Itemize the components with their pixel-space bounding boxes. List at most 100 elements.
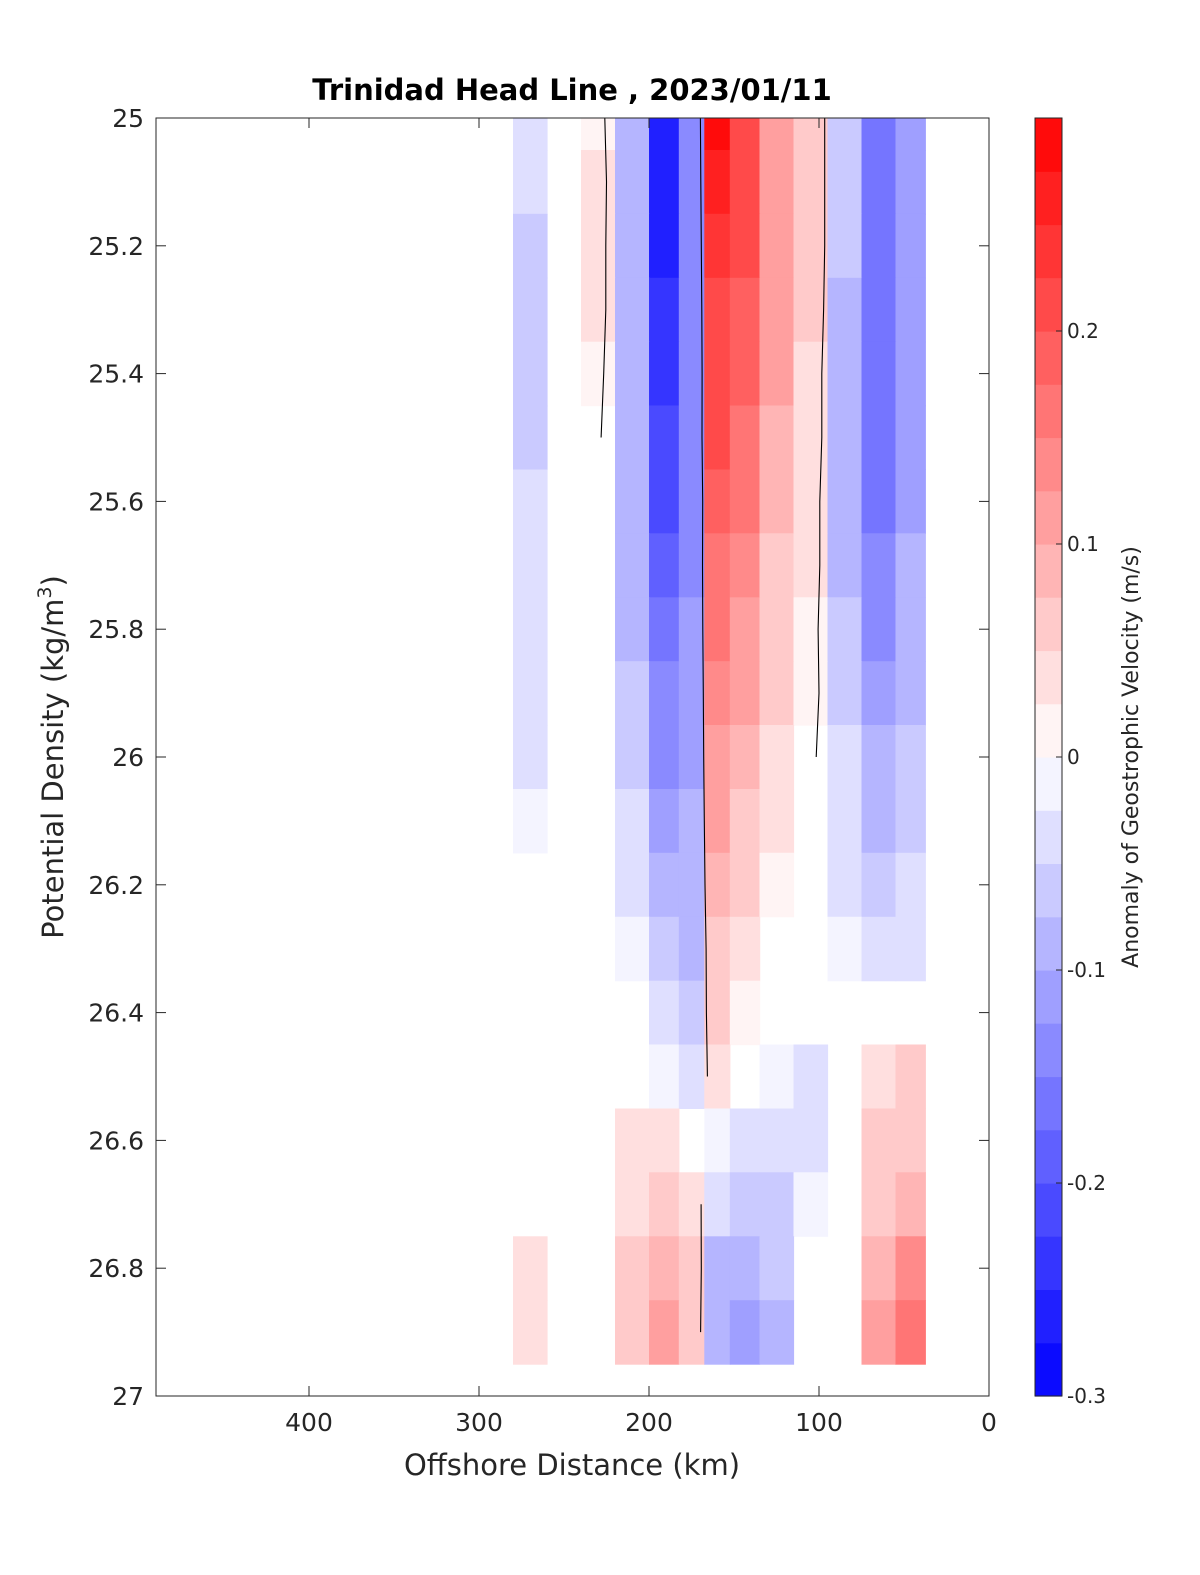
heatmap-cell (678, 533, 705, 598)
heatmap-cell (793, 1044, 829, 1109)
heatmap-cell (513, 533, 548, 598)
heatmap-cell (704, 725, 731, 790)
heatmap-cell (827, 469, 863, 534)
heatmap-cell (729, 469, 761, 534)
heatmap-cell (678, 725, 705, 790)
colorbar-swatch (1035, 384, 1062, 439)
colorbar-swatch (1035, 1236, 1062, 1290)
heatmap-cell (678, 916, 705, 982)
heatmap-cell (704, 980, 731, 1046)
heatmap-cell (827, 852, 863, 918)
heatmap-cell (729, 1300, 761, 1365)
heatmap-cell (649, 150, 680, 215)
heatmap-cell (729, 597, 761, 662)
zero-contour-line (600, 118, 608, 438)
heatmap-cell (861, 341, 897, 407)
colorbar-swatch (1035, 597, 1062, 652)
colorbar-tick-label: -0.3 (1067, 1384, 1106, 1408)
heatmap-cell (649, 533, 680, 598)
heatmap-cell (793, 1172, 829, 1237)
heatmap-cell (649, 1236, 680, 1301)
heatmap-cell (861, 1108, 897, 1173)
y-tick-label: 25.2 (88, 232, 144, 261)
heatmap-cell (649, 725, 680, 790)
heatmap-cell (678, 405, 705, 470)
heatmap-cell (729, 118, 761, 151)
heatmap-cell (704, 852, 731, 918)
heatmap-cell (649, 118, 680, 151)
heatmap-cell (827, 277, 863, 343)
heatmap-cell (513, 597, 548, 662)
heatmap-cell (729, 725, 761, 790)
heatmap-cell (678, 277, 705, 343)
heatmap-cell (827, 341, 863, 407)
heatmap-cell (729, 1172, 761, 1237)
heatmap-cell (513, 118, 548, 151)
heatmap-cell (615, 916, 650, 982)
heatmap-cell (649, 852, 680, 918)
heatmap-cell (615, 597, 650, 662)
heatmap-cell (678, 341, 705, 407)
heatmap-cell (615, 1236, 650, 1301)
heatmap-cell (895, 789, 926, 854)
heatmap-cell (793, 597, 829, 662)
chart-title: Trinidad Head Line , 2023/01/11 (312, 73, 832, 107)
heatmap-cell (678, 597, 705, 662)
colorbar-swatch (1035, 863, 1062, 918)
heatmap-cell (513, 213, 548, 279)
heatmap-cell (895, 1300, 926, 1365)
heatmap-cell (513, 405, 548, 470)
heatmap-cell (895, 118, 926, 151)
heatmap-cell (615, 277, 650, 343)
heatmap-cell (895, 1236, 926, 1301)
heatmap-cell (793, 405, 829, 470)
heatmap-cell (729, 341, 761, 407)
colorbar-tick-label: -0.2 (1067, 1171, 1106, 1195)
heatmap-cell (704, 150, 731, 215)
heatmap-cell (649, 1172, 680, 1237)
heatmap-cell (678, 469, 705, 534)
zero-contour-line (699, 118, 708, 1077)
heatmap-cell (895, 1044, 926, 1109)
colorbar-swatch (1035, 970, 1062, 1024)
heatmap-cell (759, 597, 795, 662)
heatmap-cell (827, 118, 863, 151)
y-tick-label: 26.8 (88, 1254, 144, 1283)
heatmap-cell (861, 1300, 897, 1365)
heatmap-cell (704, 277, 731, 343)
heatmap-cell (678, 789, 705, 854)
heatmap-cell (729, 1236, 761, 1301)
heatmap-cell (895, 661, 926, 726)
heatmap-cell (861, 150, 897, 215)
y-tick-label: 26.2 (88, 871, 144, 900)
heatmap-cell (704, 789, 731, 854)
heatmap-cell (615, 213, 650, 279)
y-tick-label: 26 (112, 743, 144, 772)
heatmap-cell (615, 118, 650, 151)
heatmap-cell (793, 277, 829, 343)
y-tick-label: 25.6 (88, 487, 144, 516)
heatmap-cell (793, 661, 829, 726)
heatmap-cell (615, 725, 650, 790)
heatmap-cell (581, 341, 616, 407)
colorbar-swatch (1035, 118, 1062, 172)
heatmap-cell (895, 916, 926, 982)
heatmap-cell (615, 341, 650, 407)
heatmap-cell (513, 1236, 548, 1301)
heatmap-cell (704, 916, 731, 982)
heatmap-cell (513, 725, 548, 790)
colorbar (1035, 118, 1062, 1397)
heatmap-cell (759, 789, 795, 854)
heatmap-cell (704, 533, 731, 598)
heatmap-cell (793, 213, 829, 279)
heatmap-cell (759, 661, 795, 726)
heatmap-cell (649, 213, 680, 279)
heatmap-cell (581, 277, 616, 343)
heatmap-cell (827, 661, 863, 726)
x-tick-label: 200 (625, 1408, 673, 1437)
colorbar-swatch (1035, 810, 1062, 864)
heatmap-cell (649, 277, 680, 343)
colorbar-ticks: -0.3 -0.2 -0.1 0 0.1 0.2 (1056, 319, 1106, 1408)
heatmap-cell (704, 1172, 731, 1237)
heatmap-cell (793, 150, 829, 215)
